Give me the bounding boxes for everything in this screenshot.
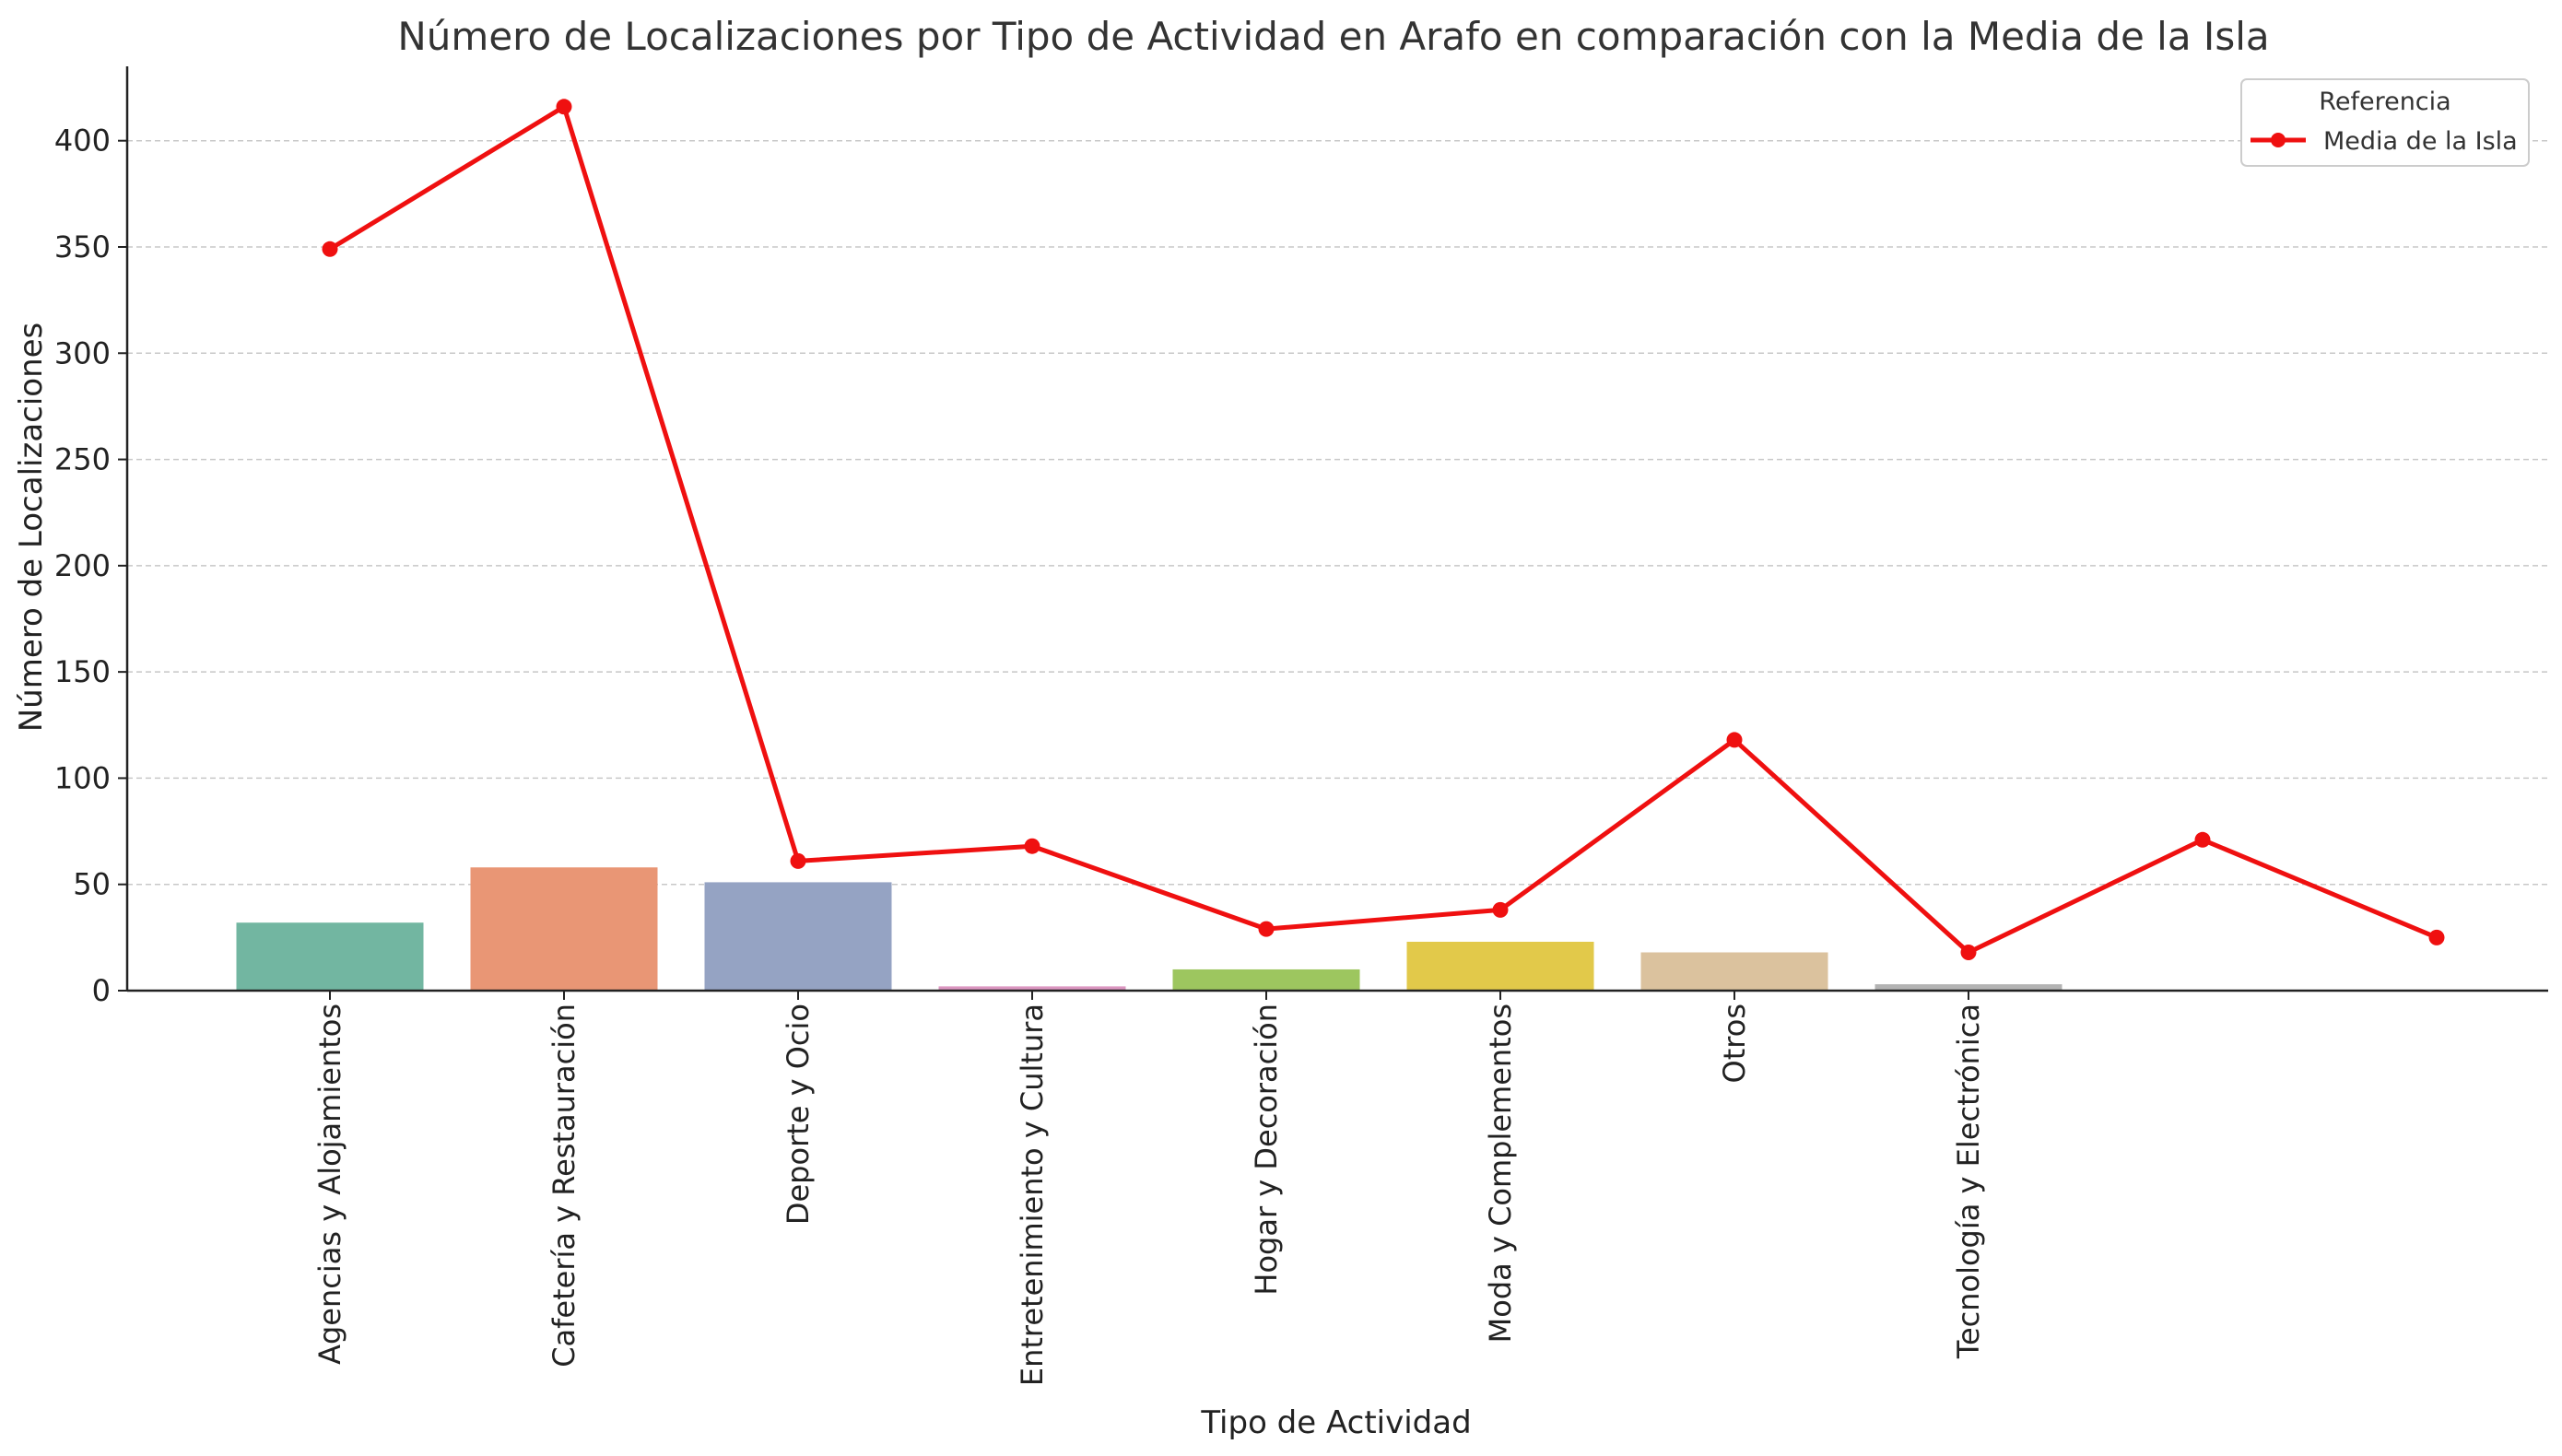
y-tick-label: 400: [54, 123, 111, 159]
x-tick-label: Agencias y Alojamientos: [312, 1004, 347, 1365]
bar: [704, 882, 892, 991]
x-tick-label: Tecnología y Electrónica: [1951, 1004, 1986, 1359]
line-point: [322, 241, 338, 257]
x-axis-label: Tipo de Actividad: [1200, 1404, 1471, 1441]
line-point: [1960, 944, 1977, 960]
x-ticks: Agencias y Alojamientos Cafetería y Resta…: [312, 991, 1986, 1386]
x-tick-label: Moda y Complementos: [1483, 1004, 1518, 1343]
bar: [236, 922, 424, 991]
line-point: [790, 852, 806, 869]
chart-title: Número de Localizaciones por Tipo de Act…: [397, 14, 2269, 59]
bar: [938, 986, 1126, 991]
y-tick-label: 0: [92, 973, 111, 1008]
legend-box: [2240, 78, 2530, 167]
series-line: [328, 104, 2438, 955]
y-tick-label: 100: [54, 760, 111, 795]
line-point: [1258, 921, 1275, 937]
line-point: [1726, 732, 1743, 748]
bar: [470, 867, 658, 991]
legend-title: Referencia: [2319, 88, 2450, 116]
x-tick-label: Cafetería y Restauración: [546, 1004, 582, 1368]
axes: [125, 66, 2548, 992]
y-axis-label: Número de Localizaciones: [13, 323, 50, 733]
line-series: [322, 99, 2445, 960]
legend-entry-label: Media de la Isla: [2323, 127, 2518, 156]
y-tick-label: 50: [73, 867, 111, 902]
legend: Referencia Media de la Isla: [2240, 78, 2530, 167]
line-point: [1024, 838, 1040, 854]
bar: [1172, 969, 1360, 991]
bar-series: [236, 867, 2063, 991]
bar: [1406, 941, 1594, 991]
x-tick-label: Otros: [1717, 1004, 1752, 1083]
y-tick-label: 300: [54, 335, 111, 370]
line-point: [1492, 901, 1509, 918]
bar: [1640, 952, 1828, 991]
x-tick-label: Deporte y Ocio: [781, 1004, 816, 1225]
gridlines: [127, 139, 2548, 886]
line-point: [2194, 831, 2211, 848]
legend-marker-swatch: [2271, 133, 2286, 147]
bar: [1874, 984, 2063, 991]
y-tick-label: 250: [54, 442, 111, 477]
line-point: [556, 99, 572, 115]
x-tick-label: Entretenimiento y Cultura: [1015, 1004, 1050, 1386]
y-ticks: 0 50 100 150 200 250 300 350 400: [54, 123, 127, 1008]
y-tick-label: 350: [54, 229, 111, 264]
y-tick-label: 200: [54, 548, 111, 583]
x-tick-label: Hogar y Decoración: [1249, 1004, 1284, 1296]
y-tick-label: 150: [54, 654, 111, 689]
line-point: [2428, 929, 2445, 945]
